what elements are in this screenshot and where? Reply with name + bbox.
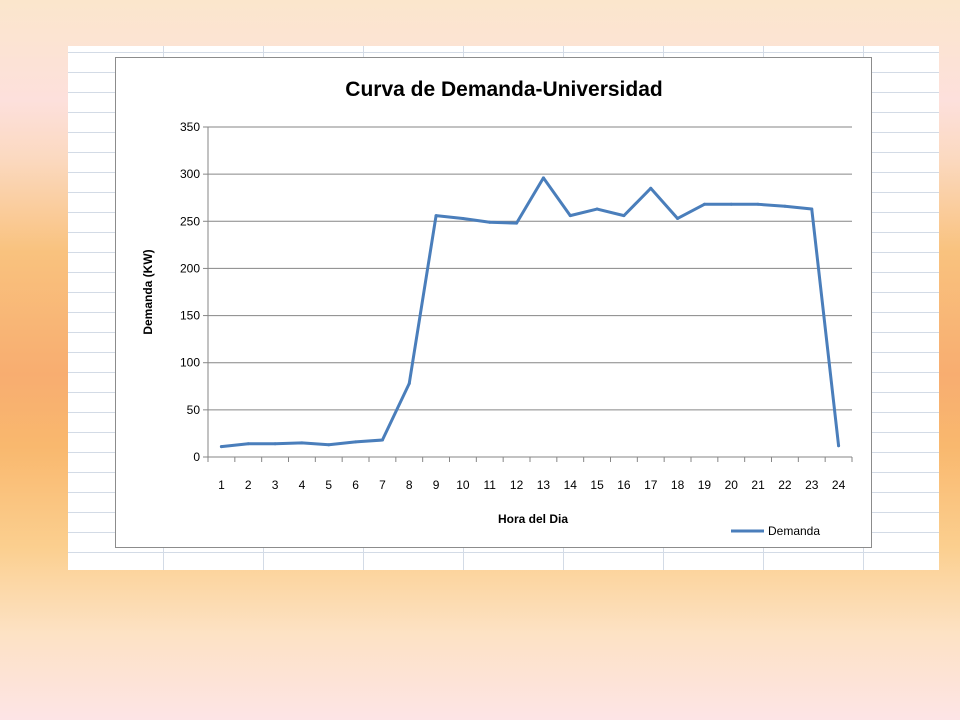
x-tick-label: 15 xyxy=(590,478,604,492)
data-point xyxy=(488,220,492,224)
y-tick-label: 100 xyxy=(180,356,200,370)
x-tick-label: 13 xyxy=(537,478,551,492)
data-point xyxy=(515,221,519,225)
x-tick-label: 22 xyxy=(778,478,792,492)
data-point xyxy=(649,186,653,190)
x-tick-label: 8 xyxy=(406,478,413,492)
x-tick-label: 9 xyxy=(433,478,440,492)
legend: Demanda xyxy=(731,524,820,538)
x-tick-label: 1 xyxy=(218,478,225,492)
data-point xyxy=(541,176,545,180)
data-point xyxy=(595,207,599,211)
data-point xyxy=(434,214,438,218)
y-axis-ticks: 0 50 100 150 200 250 300 350 xyxy=(180,120,208,464)
y-tick-label: 150 xyxy=(180,309,200,323)
x-tick-label: 20 xyxy=(725,478,739,492)
y-tick-label: 50 xyxy=(187,403,201,417)
data-point xyxy=(676,216,680,220)
chart-frame[interactable] xyxy=(115,57,872,548)
data-point xyxy=(622,214,626,218)
x-tick-label: 12 xyxy=(510,478,524,492)
x-tick-label: 6 xyxy=(352,478,359,492)
data-point xyxy=(783,204,787,208)
data-point xyxy=(246,442,250,446)
data-point xyxy=(300,441,304,445)
data-point xyxy=(354,440,358,444)
data-point xyxy=(273,442,277,446)
data-point xyxy=(461,216,465,220)
x-tick-label: 21 xyxy=(751,478,765,492)
data-point xyxy=(407,381,411,385)
y-tick-label: 250 xyxy=(180,214,200,228)
x-tick-label: 7 xyxy=(379,478,386,492)
x-tick-label: 11 xyxy=(484,478,497,492)
gridlines xyxy=(208,126,852,411)
x-tick-label: 14 xyxy=(564,478,578,492)
x-tick-label: 17 xyxy=(644,478,658,492)
data-point xyxy=(837,444,841,448)
x-tick-label: 10 xyxy=(456,478,470,492)
x-axis-title: Hora del Dia xyxy=(498,512,568,526)
x-tick-label: 24 xyxy=(832,478,846,492)
data-point xyxy=(568,214,572,218)
y-tick-label: 0 xyxy=(193,450,200,464)
y-tick-label: 200 xyxy=(180,261,200,275)
data-point xyxy=(702,202,706,206)
y-tick-label: 300 xyxy=(180,167,200,181)
x-tick-label: 5 xyxy=(325,478,332,492)
data-point xyxy=(756,202,760,206)
x-axis-ticks: 1 2 3 4 5 6 7 8 9 10 11 12 13 14 15 16 17 18 19 20 21 22 23 24 xyxy=(207,457,853,492)
series-line-demanda xyxy=(219,176,841,449)
y-axis-title: Demanda (KW) xyxy=(141,249,155,334)
data-point xyxy=(219,445,223,449)
x-tick-label: 19 xyxy=(698,478,712,492)
x-tick-label: 4 xyxy=(299,478,306,492)
series-lines xyxy=(219,176,841,449)
x-tick-label: 3 xyxy=(272,478,279,492)
x-tick-label: 2 xyxy=(245,478,252,492)
legend-label-demanda: Demanda xyxy=(768,524,820,538)
data-point xyxy=(729,202,733,206)
x-tick-label: 23 xyxy=(805,478,819,492)
data-point xyxy=(327,443,331,447)
data-point xyxy=(380,438,384,442)
data-point xyxy=(810,207,814,211)
y-tick-label: 350 xyxy=(180,120,200,134)
x-tick-label: 18 xyxy=(671,478,685,492)
chart-title: Curva de Demanda-Universidad xyxy=(345,78,662,101)
x-tick-label: 16 xyxy=(617,478,631,492)
